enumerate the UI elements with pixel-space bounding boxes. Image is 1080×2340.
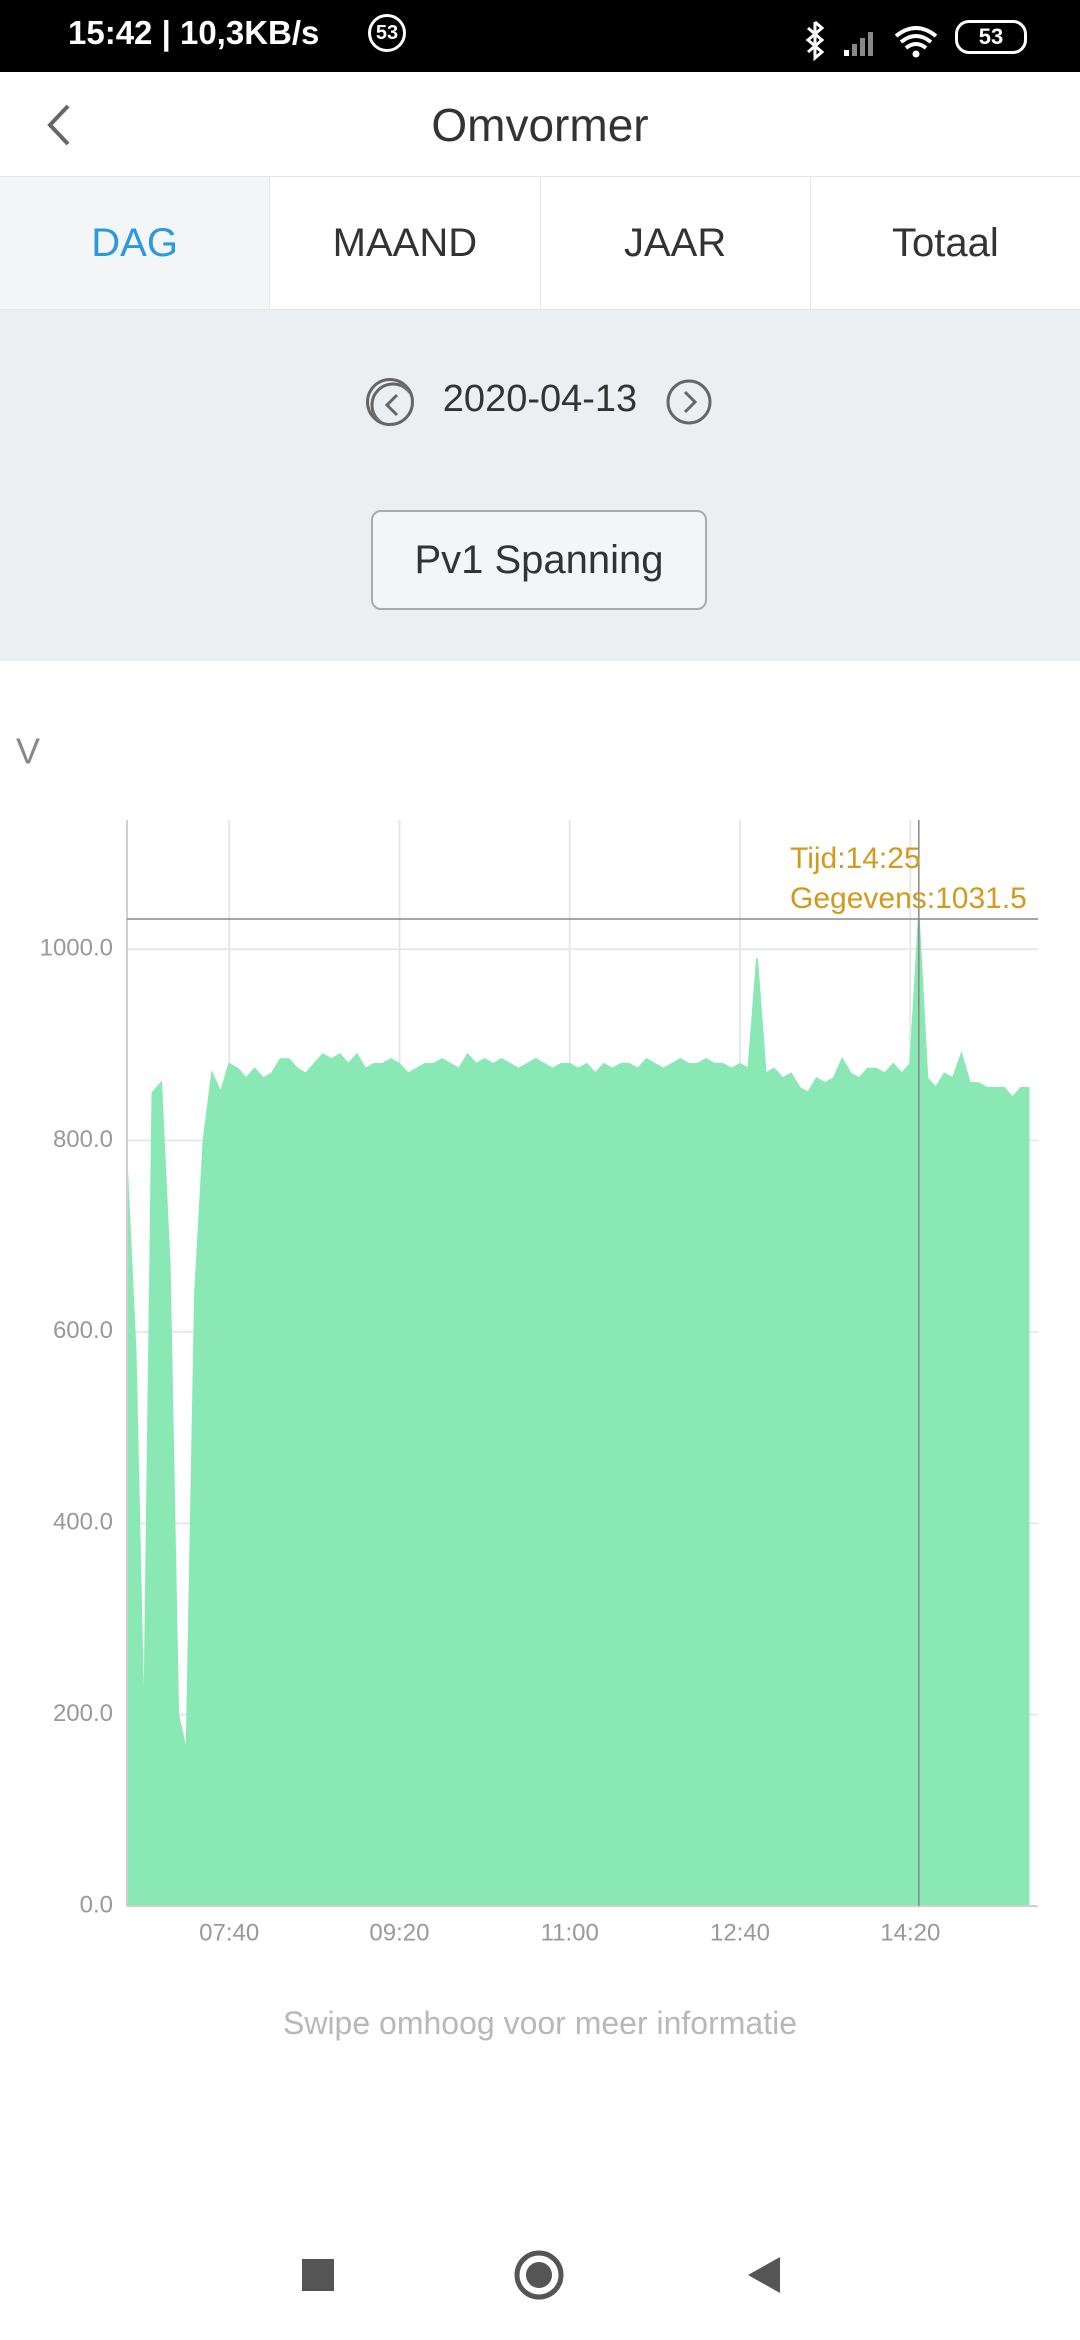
x-tick-label: 12:40 (710, 1919, 770, 1946)
x-tick-label: 11:00 (541, 1919, 599, 1946)
status-bar: 15:42 | 10,3KB/s 53 53 (0, 0, 1080, 72)
x-tick-label: 07:40 (199, 1919, 259, 1946)
x-tick-label: 09:20 (369, 1919, 429, 1946)
tab[interactable]: Totaal (810, 177, 1080, 309)
nav-recents[interactable] (302, 2259, 334, 2291)
battery: 53 (955, 20, 1027, 54)
area-fill (127, 919, 1030, 1906)
swipe-hint: Swipe omhoog voor meer informatie (282, 2005, 797, 2041)
x-tick-label: 14:20 (880, 1919, 940, 1946)
nav-home-dot (526, 2262, 552, 2288)
notification-badge: 53 (368, 14, 406, 52)
y-tick-label: 0.0 (80, 1891, 113, 1918)
nav-home[interactable] (514, 2250, 564, 2300)
status-time: 15:42 | 10,3KB/s (68, 14, 320, 51)
nav-bar (302, 2250, 780, 2300)
tooltip-text: Gegevens:1031.5 (790, 882, 1027, 915)
app-header: Omvormer (0, 72, 1080, 176)
back-button[interactable] (44, 102, 74, 148)
y-tick-label: 1000.0 (40, 935, 113, 962)
period-tabs: DAG MAAND JAAR Totaal (0, 176, 1080, 310)
tooltip-text: Tijd:14:25 (790, 842, 921, 875)
page-title: Omvormer (431, 99, 649, 151)
status-icons (805, 20, 938, 62)
prev-date[interactable] (366, 378, 414, 426)
y-tick-label: 200.0 (53, 1700, 113, 1727)
series-selector[interactable]: Pv1 Spanning (371, 510, 707, 610)
tab[interactable]: JAAR (540, 177, 811, 309)
next-date[interactable] (665, 378, 713, 426)
y-axis-unit: V (16, 731, 40, 772)
area-line (126, 918, 1030, 1754)
tab[interactable]: DAG (0, 177, 271, 309)
tab[interactable]: MAAND (270, 177, 541, 309)
y-tick-label: 400.0 (53, 1509, 113, 1536)
nav-back[interactable] (748, 2257, 780, 2293)
y-tick-label: 600.0 (53, 1317, 113, 1344)
y-tick-label: 800.0 (53, 1126, 113, 1153)
date-label: 2020-04-13 (442, 378, 638, 420)
